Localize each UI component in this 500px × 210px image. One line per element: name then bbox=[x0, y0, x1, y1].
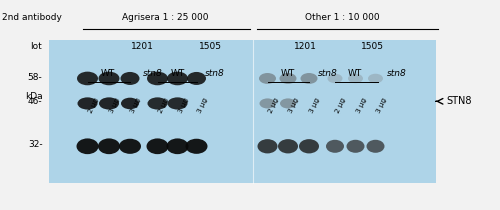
Ellipse shape bbox=[76, 138, 98, 154]
Ellipse shape bbox=[366, 140, 384, 153]
Ellipse shape bbox=[186, 139, 208, 154]
Ellipse shape bbox=[121, 98, 139, 109]
Ellipse shape bbox=[99, 97, 119, 110]
Ellipse shape bbox=[78, 97, 98, 110]
Ellipse shape bbox=[280, 73, 296, 84]
Text: 1505: 1505 bbox=[198, 42, 222, 51]
Ellipse shape bbox=[166, 138, 188, 154]
Text: WT: WT bbox=[100, 69, 114, 78]
Ellipse shape bbox=[119, 139, 141, 154]
Ellipse shape bbox=[168, 97, 188, 110]
Text: stn8: stn8 bbox=[205, 69, 225, 78]
Text: 2 μg: 2 μg bbox=[335, 97, 347, 114]
Text: Other 1 : 10 000: Other 1 : 10 000 bbox=[305, 13, 380, 22]
Text: 1201: 1201 bbox=[294, 42, 316, 51]
Text: stn8: stn8 bbox=[386, 69, 406, 78]
Text: 1505: 1505 bbox=[361, 42, 384, 51]
Text: 3 μg: 3 μg bbox=[309, 97, 322, 114]
Ellipse shape bbox=[368, 74, 383, 83]
Text: 46-: 46- bbox=[28, 97, 42, 106]
Text: Agrisera 1 : 25 000: Agrisera 1 : 25 000 bbox=[122, 13, 208, 22]
Text: kDa: kDa bbox=[25, 92, 42, 101]
Ellipse shape bbox=[346, 140, 364, 153]
Text: 2 μg: 2 μg bbox=[268, 97, 280, 114]
Text: 58-: 58- bbox=[28, 72, 42, 81]
Text: 2 μg: 2 μg bbox=[158, 97, 170, 114]
Ellipse shape bbox=[98, 138, 120, 154]
Ellipse shape bbox=[258, 139, 278, 154]
Text: WT: WT bbox=[348, 69, 362, 78]
Ellipse shape bbox=[147, 72, 168, 85]
Ellipse shape bbox=[259, 73, 276, 84]
Text: 3 μg: 3 μg bbox=[109, 97, 122, 114]
Bar bbox=[48, 40, 436, 183]
Ellipse shape bbox=[280, 98, 296, 109]
Ellipse shape bbox=[326, 140, 344, 153]
Text: 3 μg: 3 μg bbox=[376, 97, 388, 114]
Text: 2 μg: 2 μg bbox=[88, 97, 100, 114]
Text: stn8: stn8 bbox=[318, 69, 338, 78]
Ellipse shape bbox=[300, 73, 318, 84]
Text: WT: WT bbox=[170, 69, 184, 78]
Text: 3 μg: 3 μg bbox=[288, 97, 300, 114]
Ellipse shape bbox=[278, 139, 298, 154]
Text: WT: WT bbox=[280, 69, 294, 78]
Ellipse shape bbox=[260, 98, 276, 109]
Ellipse shape bbox=[148, 97, 168, 110]
Text: STN8: STN8 bbox=[446, 96, 472, 106]
Ellipse shape bbox=[187, 72, 206, 85]
Text: lot: lot bbox=[30, 42, 42, 51]
Ellipse shape bbox=[167, 72, 188, 85]
Text: 2nd antibody: 2nd antibody bbox=[2, 13, 62, 22]
Ellipse shape bbox=[348, 74, 363, 83]
Text: 32-: 32- bbox=[28, 140, 42, 149]
Ellipse shape bbox=[299, 139, 319, 154]
Text: 3 μg: 3 μg bbox=[178, 97, 190, 114]
Ellipse shape bbox=[328, 74, 342, 83]
Ellipse shape bbox=[146, 138, 169, 154]
Text: 1201: 1201 bbox=[131, 42, 154, 51]
Text: stn8: stn8 bbox=[142, 69, 163, 78]
Text: 3 μg: 3 μg bbox=[196, 97, 209, 114]
Ellipse shape bbox=[77, 72, 98, 85]
Ellipse shape bbox=[98, 72, 119, 85]
Ellipse shape bbox=[120, 72, 140, 85]
Text: 3 μg: 3 μg bbox=[130, 97, 142, 114]
Text: 3 μg: 3 μg bbox=[356, 97, 368, 114]
